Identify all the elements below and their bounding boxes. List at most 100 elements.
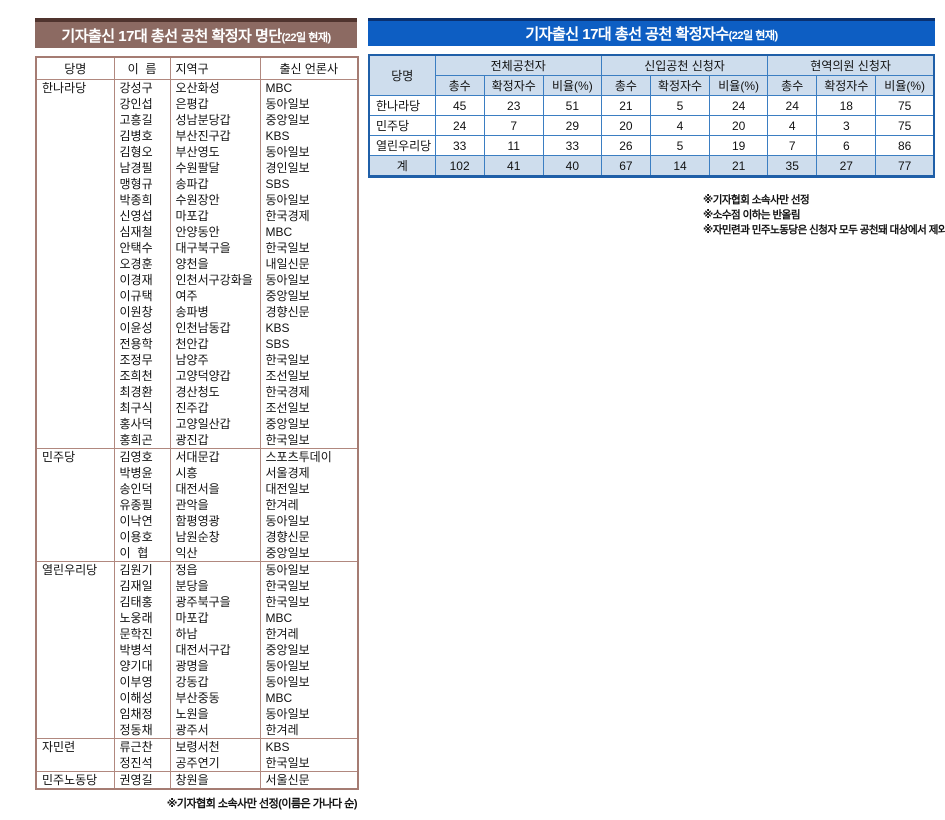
nominee-name-cell: 이경재 [113, 272, 171, 288]
district-cell: 보령서천 [169, 738, 261, 755]
media-outlet-cell: 한국일보 [259, 755, 359, 772]
value-cell: 20 [600, 115, 651, 136]
summary-footnote-line: ※소수점 이하는 반올림 [703, 209, 800, 221]
district-cell: 익산 [169, 545, 261, 562]
party-column-header: 당명 [368, 54, 436, 96]
nominee-footnote: ※기자협회 소속사만 선정(이름은 가나다 순) [166, 798, 358, 810]
nominee-name-cell: 이부영 [113, 674, 171, 690]
nominee-row: 자민련 류근찬 보령서천 KBS [35, 738, 359, 772]
district-cell: 대전서구갑 [169, 642, 261, 658]
nominee-name-cell: 홍희곤 [113, 432, 171, 449]
district-cell: 고양일산갑 [169, 416, 261, 432]
value-cell: 21 [709, 155, 769, 177]
nominee-name-cell: 노웅래 [113, 610, 171, 626]
nominee-name-cell: 박병석 [113, 642, 171, 658]
media-outlet-cell: 동아일보 [259, 706, 359, 722]
value-cell: 3 [816, 115, 877, 136]
district-cell: 여주 [169, 288, 261, 304]
district-cell: 부산영도 [169, 144, 261, 160]
value-cell: 77 [875, 155, 935, 177]
nominee-row: 안택수 대구북구을 한국일보 [36, 240, 359, 256]
media-outlet-cell: 동아일보 [259, 192, 359, 208]
summary-footnotes: ※기자협회 소속사만 선정 ※소수점 이하는 반올림 ※자민련과 민주노동당은 신청… [703, 193, 945, 238]
nominee-name-cell: 이용호 [113, 529, 171, 545]
media-outlet-cell: 중앙일보 [259, 416, 359, 432]
district-cell: 은평갑 [169, 96, 261, 112]
media-outlet-cell: 동아일보 [259, 272, 359, 288]
district-cell: 고양덕양갑 [169, 368, 261, 384]
media-outlet-cell: KBS [259, 320, 359, 336]
nominee-name-cell: 김재일 [113, 578, 171, 594]
group-header: 신입공천 신청자 [600, 54, 769, 76]
value-cell: 51 [542, 95, 602, 116]
nominee-row: 임채정 노원을 동아일보 [36, 706, 359, 722]
party-name-cell: 한나라당 [368, 95, 436, 116]
nominee-row: 김재일 분당을 한국일보 [36, 578, 359, 594]
nominee-row: 이해성 부산중동 MBC [36, 690, 359, 706]
nominee-table-header-row: 당명 이 름 지역구 출신 언론사 [35, 56, 359, 80]
media-outlet-cell: MBC [259, 79, 359, 96]
nominee-name-cell: 이규택 [113, 288, 171, 304]
district-cell: 인천남동갑 [169, 320, 261, 336]
nominee-name-cell: 김병호 [113, 128, 171, 144]
nominee-name-cell: 심재철 [113, 224, 171, 240]
media-outlet-cell: 중앙일보 [259, 545, 359, 562]
summary-section: 기자출신 17대 총선 공천 확정자수(22일 현재) 당명 전체공천자 신입공천 … [368, 18, 945, 238]
nominee-name-cell: 이 협 [113, 545, 171, 562]
group-header: 현역의원 신청자 [767, 54, 935, 76]
party-name-cell: 민주당 [368, 115, 436, 136]
media-outlet-cell: MBC [259, 690, 359, 706]
district-cell: 노원을 [169, 706, 261, 722]
summary-table: 당명 전체공천자 신입공천 신청자 현역의원 신청자 총수 확정자수 비율(%) 총수 확정자… [368, 54, 935, 178]
nominee-row: 민주노동당 권영길 창원을 서울신문 [35, 771, 359, 789]
district-cell: 광명을 [169, 658, 261, 674]
nominee-name-cell: 이낙연 [113, 513, 171, 529]
media-outlet-cell: 중앙일보 [259, 112, 359, 128]
nominee-row: 홍사덕 고양일산갑 중앙일보 [36, 416, 359, 432]
column-header: 지역구 [169, 56, 261, 80]
sub-column-header: 확정자수 [649, 75, 711, 96]
party-name-cell: 열린우리당 [368, 135, 436, 156]
district-cell: 함평영광 [169, 513, 261, 529]
nominee-row: 전용학 천안갑 SBS [36, 336, 359, 352]
district-cell: 정읍 [169, 561, 261, 578]
district-cell: 양천을 [169, 256, 261, 272]
media-outlet-cell: 서울경제 [259, 465, 359, 481]
value-cell: 24 [709, 95, 769, 116]
value-cell: 14 [649, 155, 711, 177]
party-name-cell: 열린우리당 [35, 561, 115, 739]
nominee-name-cell: 문학진 [113, 626, 171, 642]
nominee-row: 남경필 수원팔달 경인일보 [36, 160, 359, 176]
district-cell: 공주연기 [169, 755, 261, 772]
nominee-name-cell: 유종필 [113, 497, 171, 513]
district-cell: 남원순창 [169, 529, 261, 545]
party-name-cell: 자민련 [35, 738, 115, 772]
value-cell: 33 [542, 135, 602, 156]
summary-row: 한나라당 45 23 51 21 5 24 24 18 75 [368, 95, 935, 116]
district-cell: 시흥 [169, 465, 261, 481]
nominee-name-cell: 임채정 [113, 706, 171, 722]
media-outlet-cell: MBC [259, 610, 359, 626]
nominee-name-cell: 이해성 [113, 690, 171, 706]
sub-column-header: 비율(%) [709, 75, 769, 96]
nominee-name-cell: 류근찬 [113, 738, 171, 755]
value-cell: 24 [767, 95, 818, 116]
value-cell: 35 [767, 155, 818, 177]
nominee-row: 이부영 강동갑 동아일보 [36, 674, 359, 690]
nominee-name-cell: 김형오 [113, 144, 171, 160]
media-outlet-cell: KBS [259, 128, 359, 144]
value-cell: 7 [483, 115, 544, 136]
district-cell: 부산중동 [169, 690, 261, 706]
district-cell: 남양주 [169, 352, 261, 368]
media-outlet-cell: 동아일보 [259, 674, 359, 690]
nominee-row: 이규택 여주 중앙일보 [36, 288, 359, 304]
nominee-name-cell: 조희천 [113, 368, 171, 384]
nominee-row: 강인섭 은평갑 동아일보 [36, 96, 359, 112]
media-outlet-cell: KBS [259, 738, 359, 755]
nominee-row: 오경훈 양천을 내일신문 [36, 256, 359, 272]
nominee-name-cell: 맹형규 [113, 176, 171, 192]
media-outlet-cell: 내일신문 [259, 256, 359, 272]
nominee-row: 맹형규 송파갑 SBS [36, 176, 359, 192]
value-cell: 41 [483, 155, 544, 177]
